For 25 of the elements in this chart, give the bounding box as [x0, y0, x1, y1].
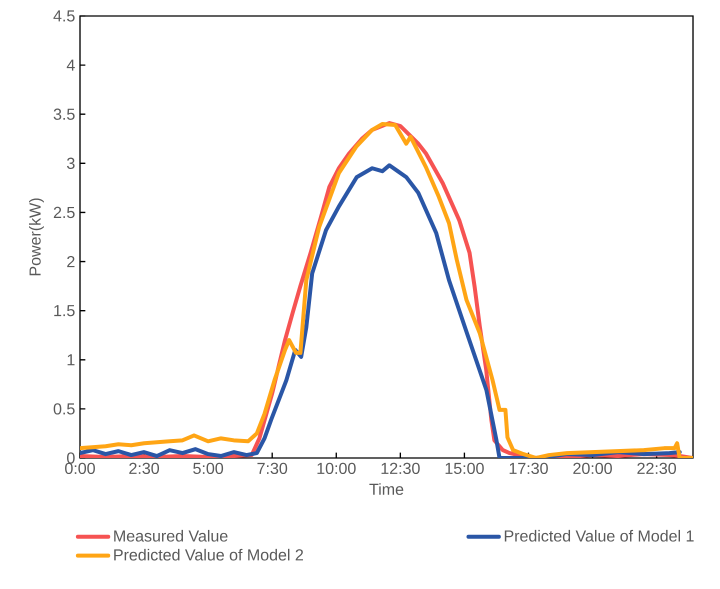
x-axis-title: Time: [369, 483, 404, 495]
y-tick-label: 1: [68, 354, 75, 366]
x-tick-label: 5:00: [193, 462, 224, 474]
y-tick-label: 4: [66, 60, 75, 71]
x-tick-label: 0:00: [65, 462, 95, 474]
y-tick-label: 0.5: [54, 403, 75, 415]
y-tick-label: 3.5: [54, 108, 75, 120]
x-tick-label: 10:00: [317, 462, 356, 474]
x-tick-label: 20:00: [573, 462, 612, 474]
legend-label: Predicted Value of Model 1: [504, 530, 694, 542]
legend-label: Predicted Value of Model 2: [114, 548, 303, 561]
x-tick-label: 7:30: [257, 462, 288, 474]
y-tick-label: 4.5: [53, 10, 75, 22]
y-axis-title: Power(kW): [28, 198, 44, 276]
legend-label: Measured Value: [114, 530, 228, 542]
x-tick-label: 22:30: [637, 462, 676, 474]
x-tick-label: 12:30: [382, 462, 420, 474]
y-tick-label: 3: [67, 158, 75, 169]
x-tick-label: 17:30: [510, 462, 548, 474]
x-tick-label: 2:30: [129, 462, 160, 474]
y-tick-label: 2: [67, 256, 74, 268]
x-tick-label: 15:00: [446, 462, 484, 474]
y-tick-label: 2.5: [54, 206, 75, 218]
y-tick-label: 1.5: [54, 305, 75, 316]
y-tick-label: 0: [67, 452, 75, 464]
